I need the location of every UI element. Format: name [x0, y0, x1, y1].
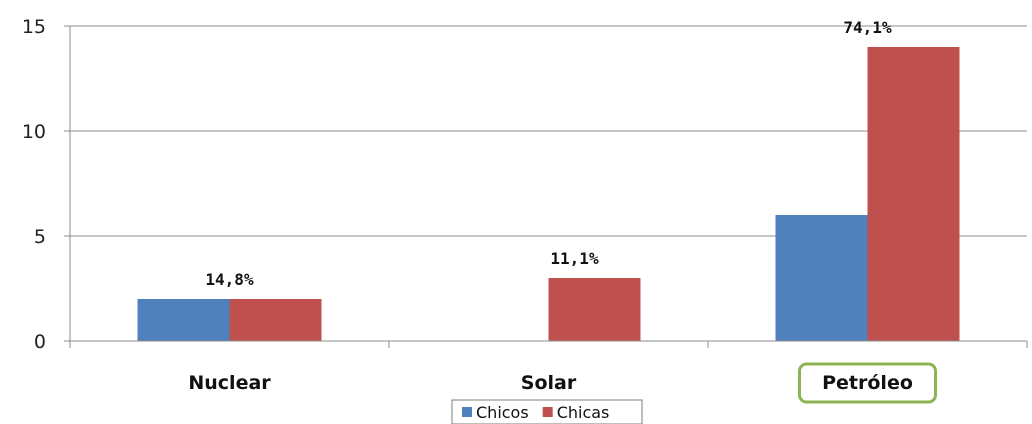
data-label: 11,1%	[550, 249, 599, 268]
data-label: 14,8%	[205, 270, 254, 289]
bar-chicas	[548, 278, 641, 341]
legend-swatch	[542, 407, 553, 417]
bar-chicas	[867, 47, 960, 341]
legend-swatch	[462, 407, 472, 417]
bar-chicas	[229, 299, 322, 341]
category-label: Solar	[521, 372, 577, 394]
legend: Chicos Chicas	[451, 399, 643, 424]
labels: 0 5 10 15 14,8% Nuclear 11,1% Solar 74,1% Petróle…	[22, 16, 937, 404]
y-tick-label: 15	[22, 16, 46, 38]
axes	[64, 25, 1028, 348]
legend-entry: Chicos	[476, 403, 529, 422]
bar-chicos	[137, 299, 230, 341]
y-tick-label: 10	[22, 121, 46, 143]
bars	[137, 47, 960, 341]
data-label: 74,1%	[843, 18, 892, 37]
y-tick-label: 0	[34, 331, 46, 353]
category-highlight-box	[798, 362, 937, 404]
bar-chicos	[775, 215, 868, 341]
y-tick-label: 5	[34, 226, 46, 248]
category-label: Nuclear	[188, 372, 271, 394]
legend-entry: Chicas	[557, 403, 610, 422]
category-label: Petróleo	[822, 372, 913, 394]
